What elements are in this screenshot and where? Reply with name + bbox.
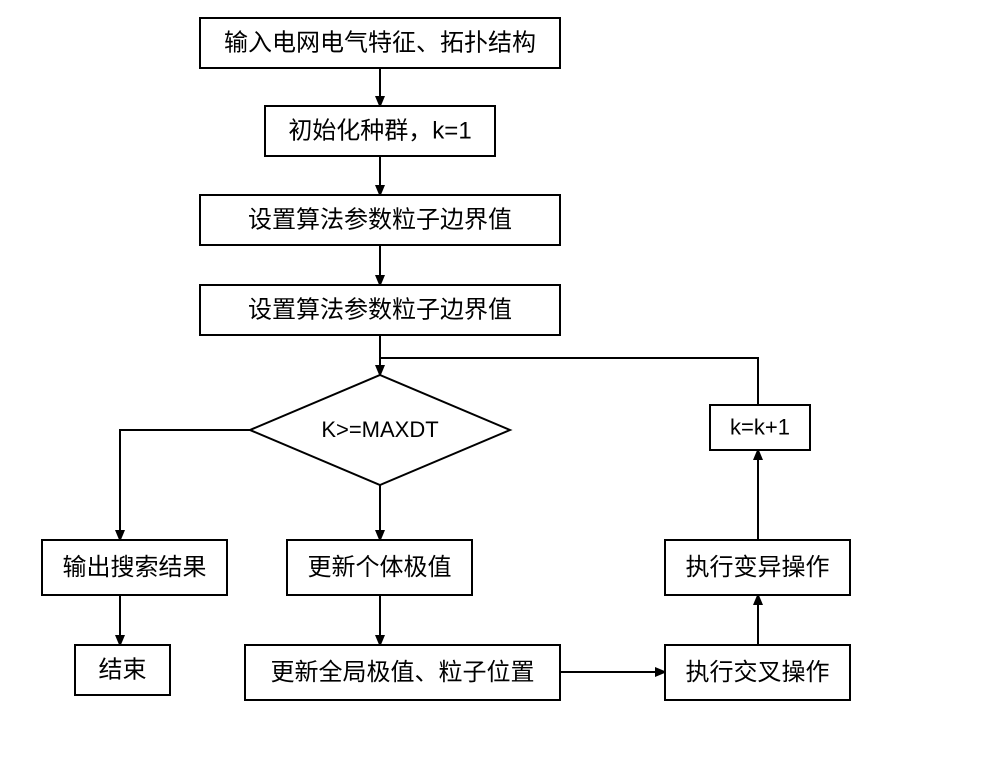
node-n7: 结束 <box>75 645 170 695</box>
node-n9: 更新全局极值、粒子位置 <box>245 645 560 700</box>
node-n12: k=k+1 <box>710 405 810 450</box>
node-label-n2: 初始化种群，k=1 <box>288 117 471 144</box>
node-n3: 设置算法参数粒子边界值 <box>200 195 560 245</box>
node-label-n9: 更新全局极值、粒子位置 <box>271 659 535 686</box>
node-n4: 设置算法参数粒子边界值 <box>200 285 560 335</box>
node-n1: 输入电网电气特征、拓扑结构 <box>200 18 560 68</box>
edge-4 <box>120 430 250 540</box>
node-label-n12: k=k+1 <box>730 414 790 439</box>
node-label-n1: 输入电网电气特征、拓扑结构 <box>224 29 536 56</box>
node-label-n11: 执行变异操作 <box>686 554 830 581</box>
node-label-n7: 结束 <box>99 656 147 683</box>
node-label-n3: 设置算法参数粒子边界值 <box>248 206 512 233</box>
flowchart-canvas: 输入电网电气特征、拓扑结构初始化种群，k=1 设置算法参数粒子边界值设置算法参数粒… <box>0 0 1000 767</box>
node-label-n10: 执行交叉操作 <box>686 659 830 686</box>
node-n5: K>=MAXDT <box>250 375 510 485</box>
node-label-n6: 输出搜索结果 <box>63 554 207 581</box>
node-n8: 更新个体极值 <box>287 540 472 595</box>
node-n6: 输出搜索结果 <box>42 540 227 595</box>
node-n10: 执行交叉操作 <box>665 645 850 700</box>
node-n11: 执行变异操作 <box>665 540 850 595</box>
node-n2: 初始化种群，k=1 <box>265 106 495 156</box>
node-label-n8: 更新个体极值 <box>308 554 452 581</box>
node-label-n4: 设置算法参数粒子边界值 <box>248 296 512 323</box>
node-label-n5: K>=MAXDT <box>321 417 438 442</box>
